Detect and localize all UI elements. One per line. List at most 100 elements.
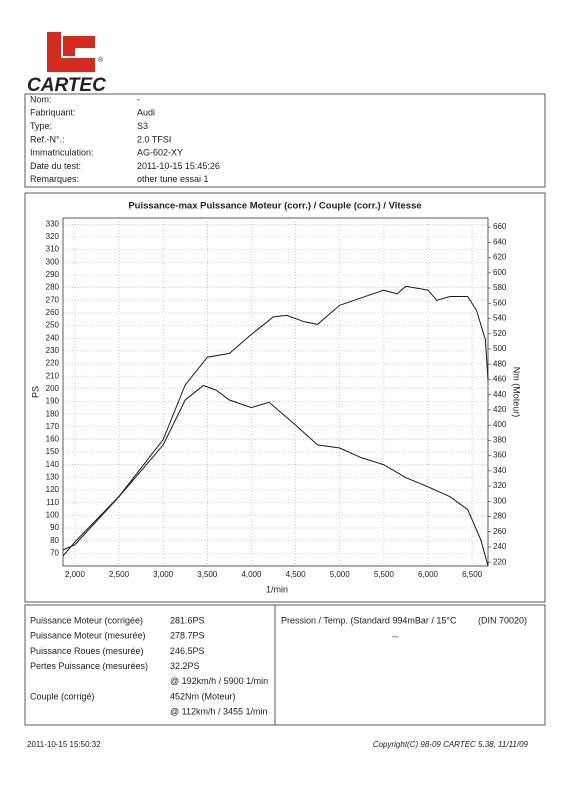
y-tick-label: 80 <box>50 536 59 545</box>
x-tick-label: 6,000 <box>418 570 439 579</box>
y2-tick-label: 480 <box>493 359 507 368</box>
result-label: Couple (corrigé) <box>30 691 95 701</box>
y2-tick-label: 560 <box>493 298 507 307</box>
info-value: Audi <box>137 108 155 118</box>
y-tick-label: 140 <box>46 460 60 469</box>
curve <box>62 384 489 567</box>
y2-tick-label: 540 <box>493 314 507 323</box>
y-tick-label: 70 <box>50 548 59 557</box>
result-value: @ 112km/h / 3455 1/min <box>170 707 268 717</box>
info-label: Fabriquant: <box>30 108 76 118</box>
y-tick-label: 110 <box>46 498 59 507</box>
y2-tick-label: 340 <box>493 466 507 475</box>
x-tick-label: 2,500 <box>109 570 130 579</box>
logo-base <box>47 58 95 72</box>
info-label: Immatriculation: <box>30 148 94 158</box>
y-tick-label: 260 <box>46 308 60 317</box>
info-value: 2011-10-15 15:45:26 <box>137 161 220 171</box>
y-tick-label: 330 <box>46 219 60 228</box>
chart-box <box>24 192 546 603</box>
x-tick-label: 5,500 <box>374 570 395 579</box>
y-tick-label: 130 <box>46 473 60 482</box>
printed-date: 2011-10-15 15:50:32 <box>27 740 101 749</box>
y2-tick-label: 300 <box>493 496 507 505</box>
result-value: 246.5PS <box>170 646 205 656</box>
y-tick-label: 240 <box>46 333 60 342</box>
y2-tick-label: 660 <box>493 222 507 231</box>
norm: (DIN 70020) <box>478 615 527 625</box>
plot-area <box>62 217 489 567</box>
y-tick-label: 190 <box>46 397 60 406</box>
y2-tick-label: 400 <box>493 420 507 429</box>
y2-tick-label: 240 <box>493 542 507 551</box>
result-value: 452Nm (Moteur) <box>170 691 236 701</box>
y-tick-label: 300 <box>46 257 60 266</box>
y2-axis-label: Nm (Moteur) <box>512 367 522 418</box>
info-value: S3 <box>137 121 148 131</box>
info-value: AG-602-XY <box>137 148 183 158</box>
info-label: Type: <box>30 121 52 131</box>
y2-tick-label: 520 <box>493 329 507 338</box>
y2-tick-label: 260 <box>493 527 507 536</box>
info-label: Ref.-N°.: <box>30 134 65 144</box>
y-tick-label: 100 <box>46 510 60 519</box>
brand: CARTEC <box>27 75 106 96</box>
curve <box>62 285 489 557</box>
result-value: 278.7PS <box>170 631 205 641</box>
y-tick-label: 150 <box>46 447 60 456</box>
y2-tick-label: 620 <box>493 253 507 262</box>
y-tick-label: 120 <box>46 485 60 494</box>
result-value: 281.6PS <box>170 615 205 625</box>
chart-title: Puissance-max Puissance Moteur (corr.) /… <box>128 201 421 212</box>
y2-tick-label: 440 <box>493 390 507 399</box>
y2-tick-label: 360 <box>493 451 507 460</box>
y2-tick-label: 220 <box>493 557 507 566</box>
result-label: Pertes Puissance (mesurées) <box>30 661 148 671</box>
y-tick-label: 310 <box>46 245 60 254</box>
y-axis-label: PS <box>30 386 40 398</box>
info-value: 2.0 TFSI <box>137 134 171 144</box>
copyright: Copyright(C) 98-09 CARTEC 5.38, 11/11/09 <box>373 740 529 749</box>
info-label: Date du test: <box>30 161 81 171</box>
y-tick-label: 320 <box>46 232 60 241</box>
info-value: other tune essai 1 <box>137 174 209 184</box>
x-tick-label: 4,500 <box>286 570 307 579</box>
y2-tick-label: 600 <box>493 268 507 277</box>
y-tick-label: 160 <box>46 435 60 444</box>
y2-tick-label: 420 <box>493 405 507 414</box>
y-tick-label: 270 <box>46 295 60 304</box>
logo-shape <box>63 36 95 56</box>
x-axis-label: 1/min <box>266 584 288 594</box>
y-tick-label: 210 <box>46 371 60 380</box>
x-tick-label: 3,500 <box>197 570 218 579</box>
y2-tick-label: 500 <box>493 344 507 353</box>
y2-tick-label: 460 <box>493 375 507 384</box>
y-tick-label: 230 <box>46 346 60 355</box>
y-tick-label: 180 <box>46 409 60 418</box>
results-box <box>24 604 546 726</box>
info-label: Remarques: <box>30 174 79 184</box>
y-tick-label: 200 <box>46 384 60 393</box>
y2-tick-label: 320 <box>493 481 507 490</box>
y-tick-label: 290 <box>46 270 60 279</box>
y-tick-label: 250 <box>46 321 60 330</box>
y-tick-label: 220 <box>46 359 60 368</box>
y-tick-label: 90 <box>50 523 59 532</box>
conditions: Pression / Temp. (Standard 994mBar / 15°… <box>281 615 457 625</box>
info-box <box>24 93 546 188</box>
x-tick-label: 2,000 <box>65 570 86 579</box>
result-label: Puissance Roues (mesurée) <box>30 646 144 656</box>
x-tick-label: 3,000 <box>153 570 174 579</box>
registered: ® <box>98 56 104 64</box>
y2-tick-label: 580 <box>493 283 507 292</box>
result-value: @ 192km/h / 5900 1/min <box>170 676 268 686</box>
result-label: Puissance Moteur (corrigée) <box>30 615 143 625</box>
conditions-value: -- <box>392 631 398 641</box>
result-label: Puissance Moteur (mesurée) <box>30 631 146 641</box>
x-tick-label: 6,500 <box>462 570 483 579</box>
x-tick-label: 5,000 <box>330 570 351 579</box>
y-tick-label: 280 <box>46 283 60 292</box>
y2-tick-label: 280 <box>493 512 507 521</box>
